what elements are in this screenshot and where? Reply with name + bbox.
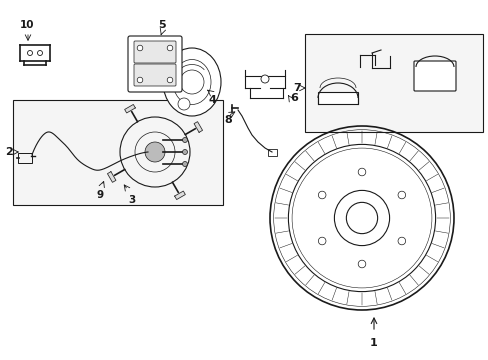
- Polygon shape: [174, 191, 185, 199]
- Text: 1: 1: [369, 338, 377, 348]
- Circle shape: [137, 77, 142, 83]
- FancyBboxPatch shape: [134, 41, 176, 63]
- Circle shape: [182, 149, 187, 154]
- Text: 7: 7: [293, 83, 301, 93]
- Text: 10: 10: [20, 20, 34, 30]
- Circle shape: [318, 191, 325, 199]
- Text: 4: 4: [207, 95, 216, 105]
- Text: 6: 6: [289, 93, 297, 103]
- Circle shape: [182, 138, 187, 143]
- Circle shape: [346, 202, 377, 234]
- Polygon shape: [124, 104, 135, 113]
- Ellipse shape: [163, 48, 221, 116]
- Circle shape: [397, 191, 405, 199]
- FancyBboxPatch shape: [413, 61, 455, 91]
- Text: 2: 2: [5, 147, 13, 157]
- Text: 9: 9: [96, 190, 103, 200]
- Text: 8: 8: [224, 115, 231, 125]
- Circle shape: [318, 237, 325, 245]
- FancyBboxPatch shape: [13, 100, 223, 205]
- Circle shape: [358, 260, 365, 268]
- Circle shape: [137, 45, 142, 51]
- Circle shape: [167, 45, 172, 51]
- Text: 3: 3: [128, 195, 135, 205]
- FancyBboxPatch shape: [305, 34, 482, 132]
- Circle shape: [397, 237, 405, 245]
- Circle shape: [358, 168, 365, 176]
- Circle shape: [145, 142, 164, 162]
- Polygon shape: [107, 172, 116, 182]
- FancyBboxPatch shape: [134, 64, 176, 86]
- FancyBboxPatch shape: [128, 36, 182, 92]
- Polygon shape: [194, 122, 202, 132]
- Circle shape: [178, 98, 190, 110]
- Polygon shape: [317, 92, 357, 104]
- Circle shape: [180, 70, 203, 94]
- Circle shape: [182, 162, 187, 166]
- Circle shape: [167, 77, 172, 83]
- Text: 5: 5: [158, 20, 165, 30]
- Circle shape: [261, 75, 268, 83]
